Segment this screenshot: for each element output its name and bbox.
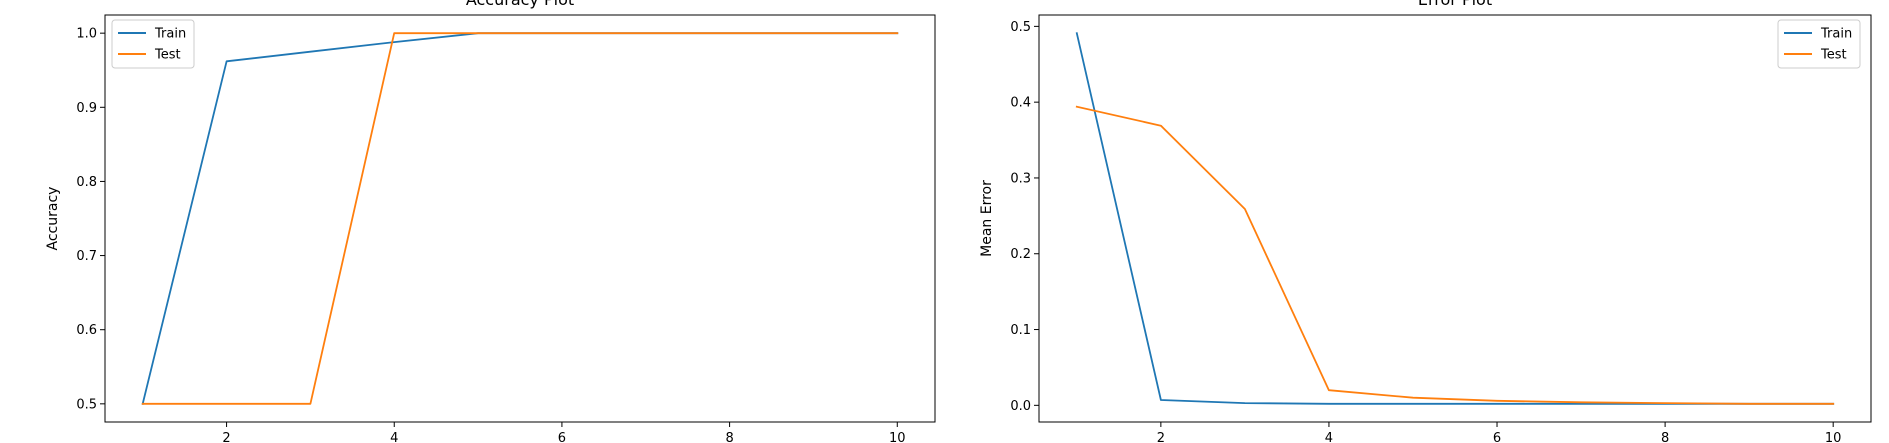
series-line-test (1075, 105, 1835, 405)
y-tick-label: 0.2 (1010, 247, 1031, 262)
x-tick-label: 4 (1325, 431, 1333, 443)
y-tick-label: 0.5 (76, 397, 97, 412)
y-axis-label: Mean Error (979, 180, 995, 257)
x-tick-label: 6 (1493, 431, 1501, 443)
axes-frame (104, 14, 936, 423)
y-tick-label: 0.7 (76, 249, 97, 264)
series-line-test (141, 32, 899, 405)
chart-panel-2: Error Plot Mean Error 2 4 6 8 10 0.0 0.1 0.2 0.3 0.… (979, 0, 1872, 443)
series-line-train (141, 32, 899, 405)
y-tick-label: 0.4 (1010, 96, 1031, 111)
chart-title: Accuracy Plot (466, 0, 574, 9)
y-tick-label: 0.0 (1010, 399, 1031, 414)
y-tick-label: 0.8 (76, 175, 97, 190)
x-tick-label: 8 (725, 431, 733, 443)
y-tick-label: 0.3 (1010, 171, 1031, 186)
legend-label: Train (1820, 27, 1852, 42)
x-tick-label: 2 (1157, 431, 1165, 443)
y-tick-label: 0.5 (1010, 20, 1031, 35)
x-tick-label: 10 (1825, 431, 1842, 443)
x-tick-label: 4 (390, 431, 398, 443)
legend-label: Train (154, 27, 186, 42)
y-tick-label: 0.6 (76, 323, 97, 338)
legend: Train Test (1777, 19, 1861, 69)
y-tick-label: 0.1 (1010, 323, 1031, 338)
legend: Train Test (111, 19, 195, 69)
x-tick-label: 6 (558, 431, 566, 443)
chart-panel-1: Accuracy Plot Accuracy 2 4 6 8 10 0.5 0.6 0.7 0.8 0… (45, 0, 936, 443)
x-tick-label: 10 (889, 431, 906, 443)
chart-title: Error Plot (1418, 0, 1492, 9)
y-axis-label: Accuracy (45, 187, 61, 251)
legend-label: Test (1820, 48, 1847, 63)
y-tick-label: 1.0 (76, 27, 97, 42)
x-tick-label: 2 (222, 431, 230, 443)
legend-label: Test (154, 48, 181, 63)
x-tick-label: 8 (1661, 431, 1669, 443)
y-tick-label: 0.9 (76, 101, 97, 116)
series-line-train (1075, 32, 1835, 405)
axes-frame (1038, 14, 1872, 423)
